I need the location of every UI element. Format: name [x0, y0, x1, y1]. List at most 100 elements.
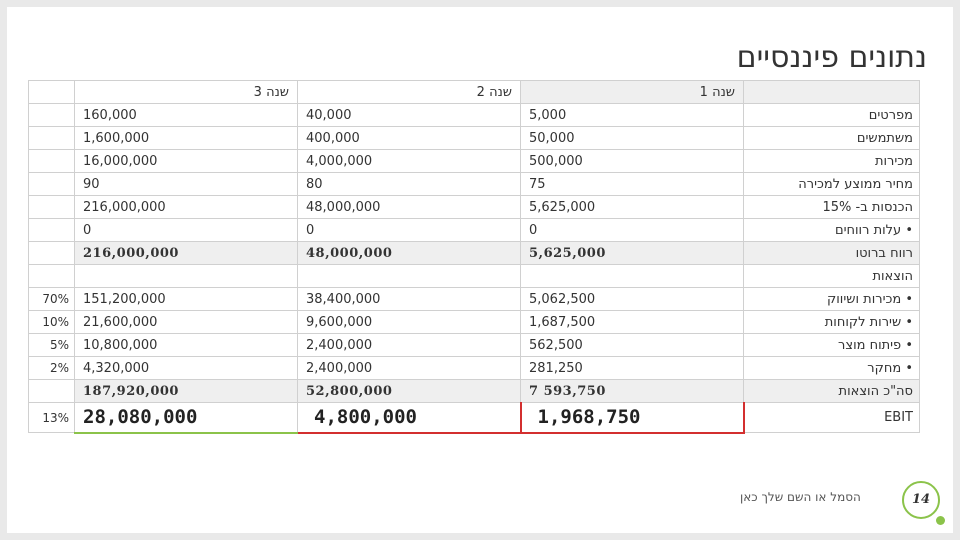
- row-label-cell: • עלות רווחים: [743, 218, 920, 242]
- financial-table: שנה 3 שנה 2 שנה 1 160,000 40,000 5,000 מ…: [28, 80, 920, 434]
- bullet-icon: •: [905, 291, 913, 307]
- row-label: משתמשים: [743, 126, 920, 150]
- value-year-1: 5,000: [520, 103, 744, 127]
- page-number-badge: 14: [902, 481, 940, 519]
- pct-cell: [28, 103, 75, 127]
- pct-cell: [28, 80, 75, 104]
- pct-cell: [28, 126, 75, 150]
- bullet-icon: •: [905, 360, 913, 376]
- section-row: הוצאות: [28, 264, 920, 288]
- row-label-cell: • פיתוח מוצר: [743, 333, 920, 357]
- value-year-2: 38,400,000: [297, 287, 521, 311]
- value-year-3: 0: [74, 218, 298, 242]
- ebit-year-3-value: 28,080,000: [83, 406, 198, 429]
- total-expenses-row: 187,920,000 52,800,000 7 593,750 סה"כ הו…: [28, 379, 920, 403]
- value-year-3: 216,000,000: [74, 241, 298, 265]
- badge-dot-icon: [936, 516, 945, 525]
- table-row: 5% 10,800,000 2,400,000 562,500 • פיתוח …: [28, 333, 920, 357]
- gross-profit-row: 216,000,000 48,000,000 5,625,000 רווח בר…: [28, 241, 920, 265]
- ebit-row: 13% 28,080,000 4,800,000 1,968,750 EBIT: [28, 402, 920, 434]
- value-year-1: 7 593,750: [520, 379, 744, 403]
- value-year-1: 75: [520, 172, 744, 196]
- pct-cell: [28, 195, 75, 219]
- value-year-3: 21,600,000: [74, 310, 298, 334]
- row-label: הכנסות ב- 15%: [743, 195, 920, 219]
- table-row: 10% 21,600,000 9,600,000 1,687,500 • שיר…: [28, 310, 920, 334]
- pct-cell: [28, 264, 75, 288]
- table-row: 216,000,000 48,000,000 5,625,000 הכנסות …: [28, 195, 920, 219]
- pct-cell: [28, 218, 75, 242]
- value-year-1: 1,687,500: [520, 310, 744, 334]
- value-year-2: 52,800,000: [297, 379, 521, 403]
- table-row: 70% 151,200,000 38,400,000 5,062,500 • מ…: [28, 287, 920, 311]
- value-year-2: 4,000,000: [297, 149, 521, 173]
- footer-logo-text: הסמל או השם שלך כאן: [740, 490, 861, 504]
- empty-cell: [520, 264, 744, 288]
- header-year-1: שנה 1: [520, 80, 744, 104]
- section-label: הוצאות: [743, 264, 920, 288]
- value-year-3: 187,920,000: [74, 379, 298, 403]
- bullet-icon: •: [905, 337, 913, 353]
- row-label: מחיר ממוצע למכירה: [743, 172, 920, 196]
- value-year-1: 5,062,500: [520, 287, 744, 311]
- row-label-cell: • מחקר: [743, 356, 920, 380]
- row-label-cell: • מכירות ושיווק: [743, 287, 920, 311]
- value-year-3: 216,000,000: [74, 195, 298, 219]
- value-year-1: 0: [520, 218, 744, 242]
- ebit-year-2: 4,800,000: [297, 402, 522, 434]
- header-row: שנה 3 שנה 2 שנה 1: [28, 80, 920, 104]
- row-label: מכירות ושיווק: [827, 291, 902, 307]
- value-year-2: 400,000: [297, 126, 521, 150]
- row-label: סה"כ הוצאות: [743, 379, 920, 403]
- ebit-label: EBIT: [743, 402, 920, 433]
- pct-cell: [28, 379, 75, 403]
- bullet-icon: •: [905, 222, 913, 238]
- value-year-2: 48,000,000: [297, 195, 521, 219]
- value-year-3: 16,000,000: [74, 149, 298, 173]
- pct-cell: 70%: [28, 287, 75, 311]
- row-label: מכירות: [743, 149, 920, 173]
- value-year-3: 90: [74, 172, 298, 196]
- value-year-1: 5,625,000: [520, 241, 744, 265]
- value-year-3: 160,000: [74, 103, 298, 127]
- table-row: 2% 4,320,000 2,400,000 281,250 • מחקר: [28, 356, 920, 380]
- pct-cell: [28, 241, 75, 265]
- table-row: 1,600,000 400,000 50,000 משתמשים: [28, 126, 920, 150]
- value-year-1: 5,625,000: [520, 195, 744, 219]
- header-year-3: שנה 3: [74, 80, 298, 104]
- value-year-2: 40,000: [297, 103, 521, 127]
- pct-cell: 10%: [28, 310, 75, 334]
- table-row: 0 0 0 • עלות רווחים: [28, 218, 920, 242]
- header-year-2: שנה 2: [297, 80, 521, 104]
- value-year-2: 80: [297, 172, 521, 196]
- value-year-1: 281,250: [520, 356, 744, 380]
- table-row: 16,000,000 4,000,000 500,000 מכירות: [28, 149, 920, 173]
- value-year-3: 4,320,000: [74, 356, 298, 380]
- pct-cell: [28, 149, 75, 173]
- ebit-year-1-value: 1,968,750: [537, 406, 641, 429]
- bullet-icon: •: [905, 314, 913, 330]
- pct-cell: [28, 172, 75, 196]
- value-year-2: 9,600,000: [297, 310, 521, 334]
- value-year-2: 2,400,000: [297, 356, 521, 380]
- pct-cell: 2%: [28, 356, 75, 380]
- value-year-1: 50,000: [520, 126, 744, 150]
- slide-title: נתונים פיננסיים: [736, 40, 927, 75]
- row-label-cell: • שירות לקוחות: [743, 310, 920, 334]
- header-label-cell: [743, 80, 920, 104]
- row-label: פיתוח מוצר: [838, 337, 902, 353]
- pct-cell: 13%: [28, 402, 75, 433]
- ebit-year-2-value: 4,800,000: [314, 406, 417, 429]
- header-year-1-label: שנה 1: [699, 84, 735, 100]
- ebit-year-1: 1,968,750: [520, 402, 745, 434]
- empty-cell: [297, 264, 521, 288]
- header-year-3-label: שנה 3: [253, 84, 289, 100]
- table-row: 160,000 40,000 5,000 מפרטים: [28, 103, 920, 127]
- row-label: מפרטים: [743, 103, 920, 127]
- empty-cell: [74, 264, 298, 288]
- value-year-3: 1,600,000: [74, 126, 298, 150]
- value-year-2: 0: [297, 218, 521, 242]
- row-label: רווח ברוטו: [743, 241, 920, 265]
- ebit-year-3: 28,080,000: [74, 402, 298, 434]
- value-year-1: 562,500: [520, 333, 744, 357]
